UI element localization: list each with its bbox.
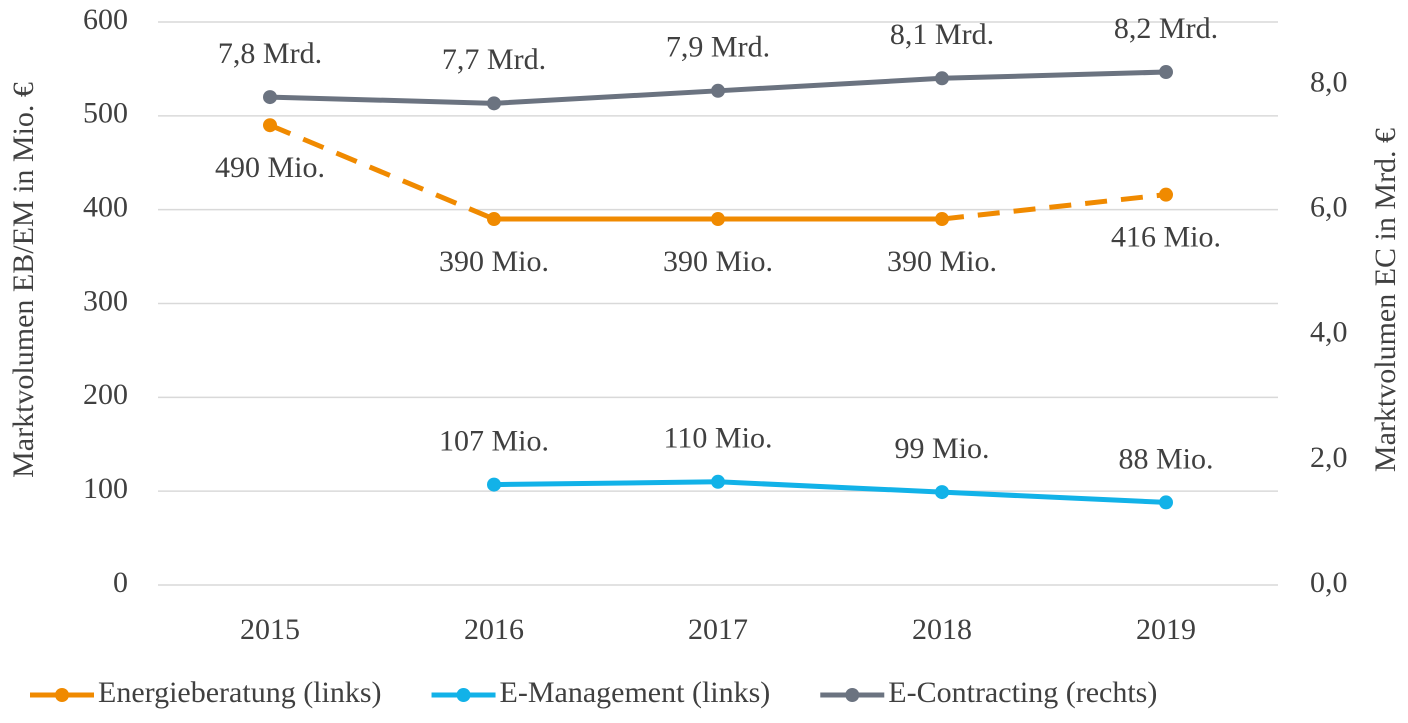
y2-axis-title: Marktvolumen EC in Mrd. € xyxy=(1369,128,1402,472)
marker xyxy=(935,485,949,500)
data-label: 7,7 Mrd. xyxy=(442,43,546,76)
marker xyxy=(487,96,501,111)
marker xyxy=(263,90,277,105)
marker xyxy=(1159,187,1173,202)
legend-label: Energieberatung (links) xyxy=(98,676,382,709)
x-tick-label: 2015 xyxy=(240,613,300,646)
marker xyxy=(263,118,277,133)
data-label: 7,9 Mrd. xyxy=(666,31,770,64)
data-label: 490 Mio. xyxy=(215,151,325,184)
y2-tick-label: 2,0 xyxy=(1310,441,1348,474)
marker xyxy=(711,83,725,98)
y-tick-label: 600 xyxy=(83,3,128,36)
legend-label: E-Management (links) xyxy=(500,676,771,709)
marker xyxy=(1159,65,1173,80)
y-tick-label: 500 xyxy=(83,97,128,130)
marker xyxy=(711,212,725,227)
y-tick-label: 100 xyxy=(83,472,128,505)
data-label: 8,1 Mrd. xyxy=(890,18,994,51)
y-tick-label: 0 xyxy=(113,566,128,599)
y2-tick-label: 0,0 xyxy=(1310,566,1348,599)
legend-marker xyxy=(55,688,69,702)
marker xyxy=(1159,495,1173,510)
data-label: 390 Mio. xyxy=(887,245,997,278)
line-segment xyxy=(941,192,1167,222)
data-label: 416 Mio. xyxy=(1111,221,1221,254)
data-label: 110 Mio. xyxy=(664,422,773,455)
legend-marker xyxy=(845,688,860,702)
y2-tick-label: 4,0 xyxy=(1310,316,1348,349)
data-label: 88 Mio. xyxy=(1118,442,1213,475)
marker xyxy=(487,477,501,492)
marker xyxy=(487,212,501,227)
data-label: 390 Mio. xyxy=(663,245,773,278)
line xyxy=(493,479,1167,505)
x-tick-label: 2018 xyxy=(912,613,972,646)
data-label: 8,2 Mrd. xyxy=(1114,12,1218,45)
marker xyxy=(711,474,725,489)
data-label: 99 Mio. xyxy=(894,432,989,465)
data-label: 7,8 Mrd. xyxy=(218,37,322,70)
y2-tick-label: 6,0 xyxy=(1310,191,1348,224)
marker xyxy=(935,71,949,86)
line-segment xyxy=(269,122,495,222)
x-tick-label: 2019 xyxy=(1136,613,1196,646)
legend-label: E-Contracting (rechts) xyxy=(888,676,1157,709)
y-axis-title: Marktvolumen EB/EM in Mio. € xyxy=(7,82,40,478)
y-tick-label: 200 xyxy=(83,378,128,411)
data-label: 107 Mio. xyxy=(439,424,549,457)
y-tick-label: 300 xyxy=(83,284,128,317)
y2-tick-label: 8,0 xyxy=(1310,65,1348,98)
marker xyxy=(935,212,949,227)
legend-marker xyxy=(456,688,471,702)
x-tick-label: 2016 xyxy=(464,613,524,646)
x-tick-label: 2017 xyxy=(688,613,748,646)
data-label: 390 Mio. xyxy=(439,245,549,278)
y-tick-label: 400 xyxy=(83,191,128,224)
